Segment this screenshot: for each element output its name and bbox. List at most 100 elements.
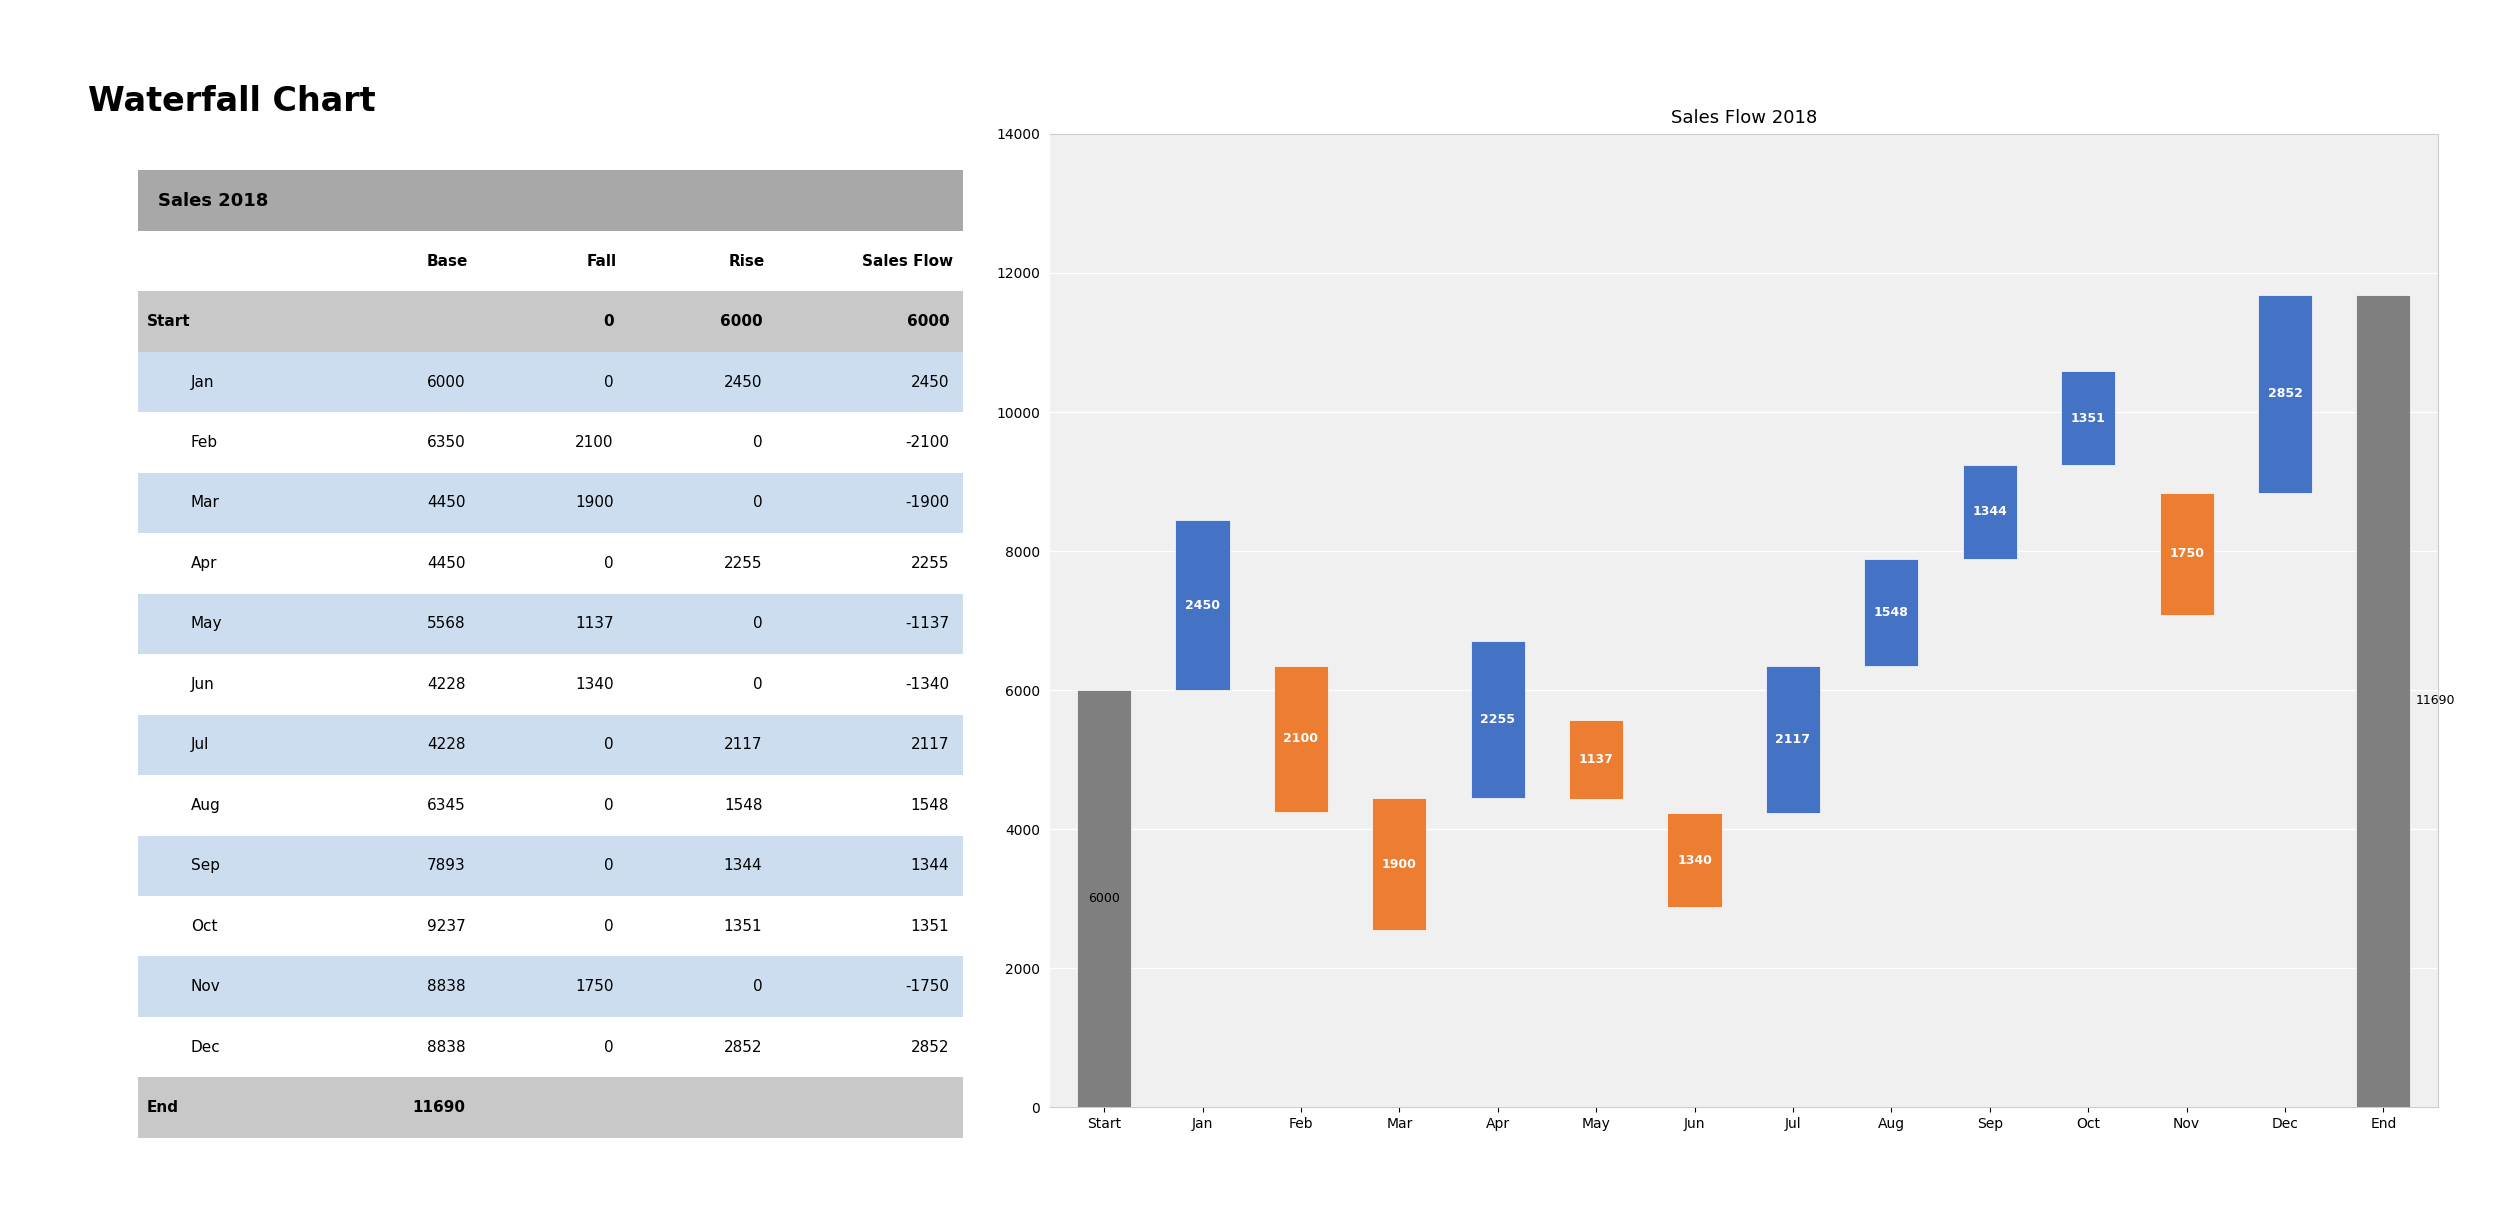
Bar — [1175, 520, 1230, 690]
Title: Sales Flow 2018: Sales Flow 2018 — [1670, 108, 1817, 127]
Bar — [1765, 666, 1820, 813]
Bar — [1865, 666, 1918, 1107]
Bar — [1470, 798, 1525, 1107]
Text: -1900: -1900 — [905, 495, 950, 510]
Text: 0: 0 — [752, 677, 762, 692]
Text: 1548: 1548 — [725, 798, 762, 813]
Text: Feb: Feb — [190, 434, 218, 450]
Text: 4450: 4450 — [428, 556, 465, 571]
Text: 2255: 2255 — [910, 556, 950, 571]
Text: 6000: 6000 — [1088, 892, 1120, 905]
Text: 1351: 1351 — [722, 919, 762, 933]
Bar — [1175, 690, 1230, 1107]
Text: 2852: 2852 — [2268, 387, 2302, 400]
Bar — [1372, 930, 1427, 1107]
Bar — [2358, 295, 2410, 1107]
Text: Apr: Apr — [190, 556, 218, 571]
Text: 6000: 6000 — [428, 375, 465, 389]
Text: 1340: 1340 — [575, 677, 615, 692]
Text: 0: 0 — [605, 798, 615, 813]
Text: Waterfall Chart: Waterfall Chart — [88, 85, 375, 118]
Text: 1900: 1900 — [1383, 858, 1418, 870]
Bar — [1962, 559, 2018, 1107]
Text: Sep: Sep — [190, 858, 220, 874]
Text: -1750: -1750 — [905, 980, 950, 994]
Text: 5568: 5568 — [428, 616, 465, 632]
Text: 1351: 1351 — [910, 919, 950, 933]
Text: 2117: 2117 — [725, 738, 762, 752]
Text: 4450: 4450 — [428, 495, 465, 510]
Text: Nov: Nov — [190, 980, 220, 994]
Text: 0: 0 — [752, 434, 762, 450]
Text: 1344: 1344 — [910, 858, 950, 874]
Text: 4228: 4228 — [428, 677, 465, 692]
Bar — [2060, 465, 2115, 1107]
Text: 1548: 1548 — [910, 798, 950, 813]
Text: 6345: 6345 — [428, 798, 465, 813]
Text: 0: 0 — [752, 495, 762, 510]
Text: 0: 0 — [752, 616, 762, 632]
Text: Sales 2018: Sales 2018 — [158, 191, 268, 209]
Text: 0: 0 — [605, 919, 615, 933]
Bar — [2258, 295, 2312, 493]
Text: 6000: 6000 — [720, 314, 762, 329]
Text: 1750: 1750 — [2170, 548, 2205, 560]
Text: Fall: Fall — [588, 253, 618, 269]
Text: End: End — [148, 1100, 180, 1115]
Text: 6000: 6000 — [908, 314, 950, 329]
Text: -1137: -1137 — [905, 616, 950, 632]
Text: Sales Flow: Sales Flow — [862, 253, 952, 269]
Text: 0: 0 — [605, 1039, 615, 1055]
Bar — [1372, 798, 1427, 930]
Text: Oct: Oct — [190, 919, 218, 933]
Text: 1137: 1137 — [575, 616, 615, 632]
Text: -2100: -2100 — [905, 434, 950, 450]
Text: 9237: 9237 — [428, 919, 465, 933]
Bar — [2060, 371, 2115, 465]
Bar — [1570, 720, 1622, 800]
Text: 0: 0 — [605, 556, 615, 571]
Text: 0: 0 — [605, 375, 615, 389]
Text: 2852: 2852 — [725, 1039, 762, 1055]
Text: 1344: 1344 — [722, 858, 762, 874]
Text: 1900: 1900 — [575, 495, 615, 510]
Text: 1548: 1548 — [1875, 606, 1910, 619]
Text: 2100: 2100 — [1282, 733, 1318, 745]
Text: Dec: Dec — [190, 1039, 220, 1055]
Bar — [1078, 690, 1130, 1107]
Text: 2255: 2255 — [725, 556, 762, 571]
Text: 6350: 6350 — [428, 434, 465, 450]
Text: 1340: 1340 — [1678, 853, 1712, 867]
Text: 0: 0 — [605, 858, 615, 874]
Bar — [1275, 812, 1328, 1107]
Bar — [1865, 559, 1918, 666]
Text: Start: Start — [148, 314, 190, 329]
Text: 7893: 7893 — [428, 858, 465, 874]
Bar — [2160, 615, 2212, 1107]
Bar — [1668, 907, 1722, 1107]
Text: 4228: 4228 — [428, 738, 465, 752]
Text: 1137: 1137 — [1578, 753, 1612, 767]
Text: 2450: 2450 — [725, 375, 762, 389]
Text: May: May — [190, 616, 222, 632]
Text: 0: 0 — [605, 738, 615, 752]
Text: Base: Base — [428, 253, 468, 269]
Text: 11690: 11690 — [412, 1100, 465, 1115]
Bar — [1962, 465, 2018, 559]
Bar — [1668, 813, 1722, 907]
Text: 2100: 2100 — [575, 434, 615, 450]
Text: 2450: 2450 — [1185, 599, 1220, 611]
Text: Jan: Jan — [190, 375, 215, 389]
Text: Mar: Mar — [190, 495, 220, 510]
Text: 2450: 2450 — [910, 375, 950, 389]
Text: Rise: Rise — [730, 253, 765, 269]
Text: Jun: Jun — [190, 677, 215, 692]
Text: 0: 0 — [602, 314, 615, 329]
Text: -1340: -1340 — [905, 677, 950, 692]
Text: 1344: 1344 — [1972, 505, 2008, 518]
Text: 8838: 8838 — [428, 980, 465, 994]
Text: 1351: 1351 — [2070, 411, 2105, 425]
Bar — [2160, 493, 2212, 615]
Bar — [1765, 813, 1820, 1107]
Text: Jul: Jul — [190, 738, 210, 752]
